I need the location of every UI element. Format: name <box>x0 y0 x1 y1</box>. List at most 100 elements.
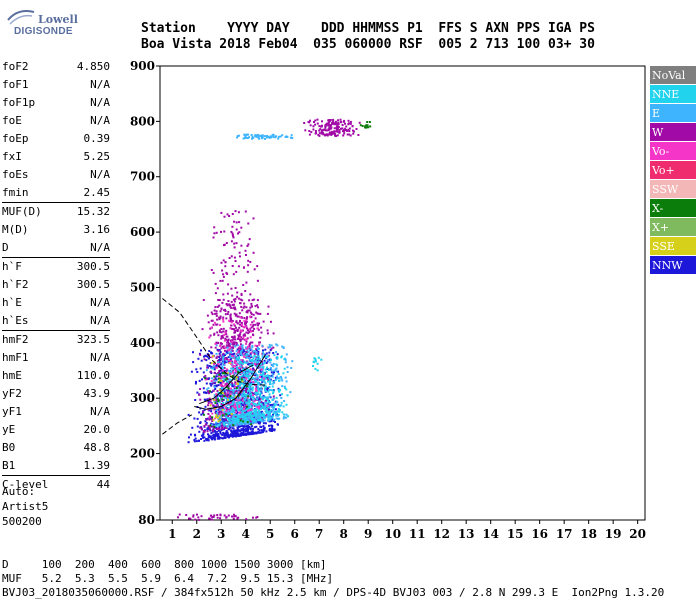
echo-point <box>219 418 222 421</box>
echo-point <box>216 396 219 399</box>
echo-point <box>280 404 283 407</box>
echo-point <box>237 401 240 404</box>
echo-point <box>244 322 246 325</box>
echo-point <box>312 125 315 128</box>
echo-point <box>255 356 258 359</box>
echo-point <box>214 407 217 410</box>
echo-point <box>223 514 226 517</box>
param-name: MUF(D) <box>2 205 42 218</box>
echo-point <box>222 412 225 415</box>
echo-point <box>219 431 222 433</box>
echo-point <box>226 421 229 424</box>
echo-point <box>214 401 217 404</box>
echo-point <box>248 425 251 428</box>
echo-point <box>227 385 230 388</box>
echo-point <box>273 371 275 374</box>
echo-point <box>255 415 258 418</box>
echo-point <box>260 373 263 376</box>
echo-point <box>243 411 246 414</box>
echo-point <box>220 331 223 334</box>
echo-point <box>233 395 236 398</box>
param-row: yF1 N/A <box>2 403 110 421</box>
echo-point <box>231 303 234 306</box>
echo-point <box>221 408 224 411</box>
echo-point <box>237 359 240 362</box>
echo-point <box>353 130 355 133</box>
echo-point <box>228 398 230 401</box>
echo-point <box>243 376 246 379</box>
echo-point <box>231 294 234 297</box>
echo-point <box>231 336 234 339</box>
param-separator <box>2 330 110 331</box>
echo-point <box>249 293 252 296</box>
echo-point <box>212 389 215 392</box>
echo-point <box>233 513 236 516</box>
param-name: foF2 <box>2 60 29 73</box>
echo-point <box>246 356 249 359</box>
echo-point <box>267 359 270 362</box>
echo-point <box>253 351 256 354</box>
echo-point <box>256 322 259 325</box>
echo-point <box>261 404 263 407</box>
echo-point <box>246 368 248 371</box>
echo-point <box>366 124 369 127</box>
echo-point <box>252 401 255 404</box>
x-tick-label: 14 <box>482 527 499 541</box>
echo-point <box>236 382 239 385</box>
echo-point <box>245 317 248 320</box>
echo-point <box>234 297 237 300</box>
echo-point <box>250 371 253 373</box>
param-row: hmF2 323.5 <box>2 331 110 349</box>
echo-point <box>224 396 227 399</box>
echo-point <box>266 332 269 335</box>
echo-point <box>226 351 229 354</box>
echo-point <box>237 315 240 318</box>
echo-point <box>244 290 247 292</box>
echo-point <box>265 352 268 355</box>
echo-point <box>233 391 236 394</box>
echo-point <box>229 350 232 353</box>
echo-point <box>284 387 287 389</box>
echo-point <box>316 369 319 372</box>
echo-point <box>245 331 248 334</box>
echo-point <box>267 305 270 308</box>
echo-point <box>276 377 279 380</box>
echo-point <box>206 364 209 367</box>
echo-point <box>262 429 265 432</box>
echo-point <box>198 430 201 433</box>
echo-point <box>233 389 235 392</box>
echo-point <box>185 514 188 516</box>
echo-point <box>235 228 238 231</box>
echo-point <box>236 411 239 414</box>
echo-point <box>254 379 257 382</box>
echo-point <box>241 421 244 424</box>
echo-point <box>196 391 199 394</box>
echo-point <box>236 136 239 139</box>
header-row1: Station YYYY DAY DDD HHMMSS P1 FFS S AXN… <box>141 21 595 36</box>
echo-point <box>365 124 368 127</box>
echo-point <box>335 127 338 130</box>
echo-point <box>245 342 248 345</box>
echo-point <box>268 424 270 427</box>
echo-point <box>222 372 224 375</box>
echo-point <box>210 391 213 394</box>
echo-point <box>235 370 237 373</box>
echo-point <box>320 358 323 361</box>
echo-point <box>254 398 257 401</box>
echo-point <box>222 362 224 365</box>
echo-point <box>223 333 226 336</box>
param-value: 2.45 <box>83 186 111 199</box>
echo-point <box>255 311 258 314</box>
echo-point <box>275 417 278 420</box>
echo-point <box>226 403 229 406</box>
echo-point <box>281 345 284 348</box>
echo-point <box>212 323 215 326</box>
echo-point <box>258 416 261 419</box>
echo-point <box>227 351 230 354</box>
echo-point <box>236 420 239 423</box>
echo-point <box>232 364 235 367</box>
echo-point <box>262 371 265 374</box>
lowell-digisonde-logo: Lowell DIGISONDE <box>2 4 78 37</box>
echo-point <box>240 402 243 405</box>
legend: NoVal NNE E W Vo- Vo+ SSW X- X+ SSE NNW <box>650 66 696 275</box>
